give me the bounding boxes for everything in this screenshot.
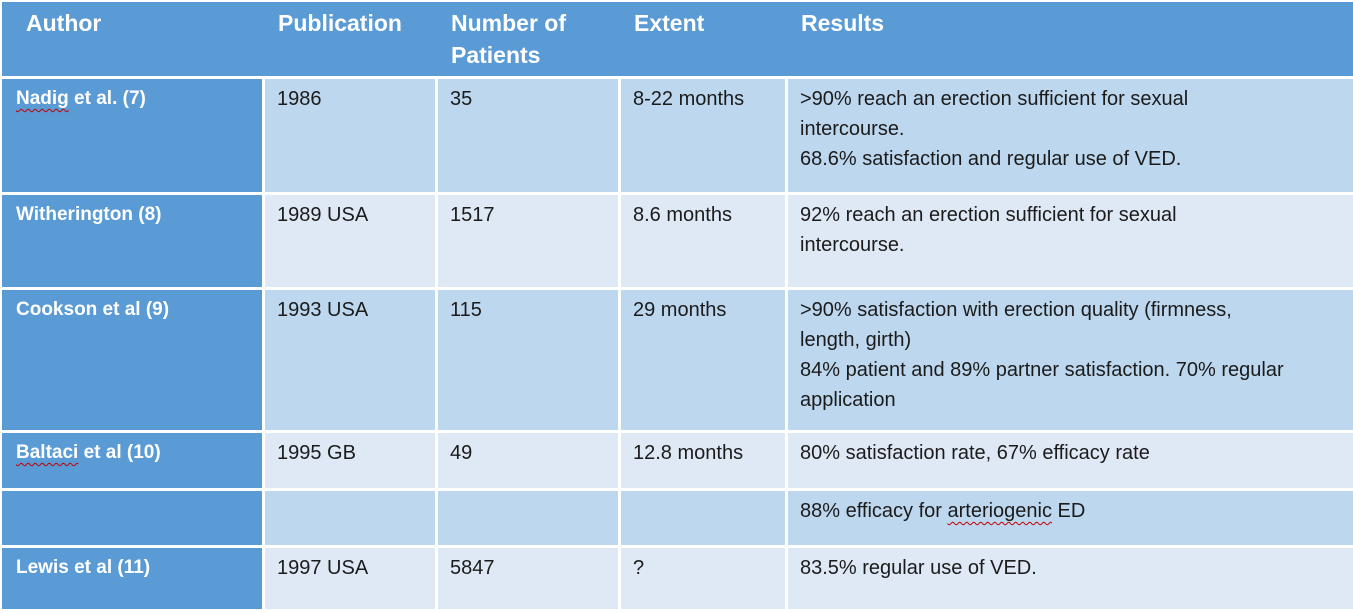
results-line: >90% reach an erection sufficient for se…	[800, 88, 1189, 110]
table-header-row: Author Publication Number of Patients Ex…	[2, 2, 1353, 76]
col-header-number-of-patients: Number of Patients	[451, 10, 566, 68]
results-line: application	[800, 389, 896, 411]
results-cell: 80% satisfaction rate, 67% efficacy rate	[788, 433, 1353, 488]
results-cell: 83.5% regular use of VED.	[788, 548, 1353, 609]
patients-cell: 35	[438, 79, 618, 192]
publication-cell: 1995 GB	[265, 433, 435, 488]
results-text: 88% efficacy for	[800, 500, 948, 522]
patients-cell	[438, 491, 618, 545]
results-line: intercourse.	[800, 234, 905, 256]
publication-cell: 1997 USA	[265, 548, 435, 609]
results-cell: 92% reach an erection sufficient for sex…	[788, 195, 1353, 287]
patients-cell: 115	[438, 290, 618, 430]
col-header-extent: Extent	[634, 10, 705, 36]
extent-cell: 29 months	[621, 290, 785, 430]
author-cell	[2, 491, 262, 545]
author-cell: Nadig et al. (7)	[2, 79, 262, 192]
results-line: 88% efficacy for arteriogenic ED	[800, 496, 1341, 526]
publication-cell	[265, 491, 435, 545]
extent-cell: 8-22 months	[621, 79, 785, 192]
extent-cell: 12.8 months	[621, 433, 785, 488]
col-header-publication: Publication	[278, 10, 402, 36]
patients-cell: 49	[438, 433, 618, 488]
misspelled-word: arteriogenic	[947, 500, 1052, 522]
results-cell: >90% reach an erection sufficient for se…	[788, 79, 1353, 192]
publication-cell: 1993 USA	[265, 290, 435, 430]
patients-cell: 1517	[438, 195, 618, 287]
col-header-results: Results	[801, 10, 885, 36]
extent-cell	[621, 491, 785, 545]
results-line: 92% reach an erection sufficient for sex…	[800, 204, 1177, 226]
results-line: 84% patient and 89% partner satisfaction…	[800, 359, 1284, 381]
author-label: Lewis et al (11)	[16, 557, 151, 578]
misspelled-word: Baltaci	[16, 442, 79, 463]
results-line: >90% satisfaction with erection quality …	[800, 299, 1232, 321]
results-line: intercourse.	[800, 118, 905, 140]
results-cell: 88% efficacy for arteriogenic ED	[788, 491, 1353, 545]
author-label: Cookson et al (9)	[16, 299, 170, 320]
author-cell: Lewis et al (11)	[2, 548, 262, 609]
author-label: et al. (7)	[68, 88, 146, 109]
extent-cell: 8.6 months	[621, 195, 785, 287]
author-cell: Witherington (8)	[2, 195, 262, 287]
results-line: 83.5% regular use of VED.	[800, 557, 1037, 579]
results-line: 68.6% satisfaction and regular use of VE…	[800, 148, 1182, 170]
misspelled-word: Nadig	[16, 88, 69, 109]
publication-cell: 1989 USA	[265, 195, 435, 287]
author-cell: Cookson et al (9)	[2, 290, 262, 430]
results-line: length, girth)	[800, 329, 912, 351]
patients-cell: 5847	[438, 548, 618, 609]
results-text: ED	[1052, 500, 1086, 522]
results-line: 80% satisfaction rate, 67% efficacy rate	[800, 442, 1150, 464]
extent-cell: ?	[621, 548, 785, 609]
author-label: Witherington (8)	[16, 204, 162, 225]
author-cell: Baltaci et al (10)	[2, 433, 262, 488]
results-cell: >90% satisfaction with erection quality …	[788, 290, 1353, 430]
publication-cell: 1986	[265, 79, 435, 192]
author-label: et al (10)	[78, 442, 161, 463]
col-header-author: Author	[26, 10, 102, 36]
